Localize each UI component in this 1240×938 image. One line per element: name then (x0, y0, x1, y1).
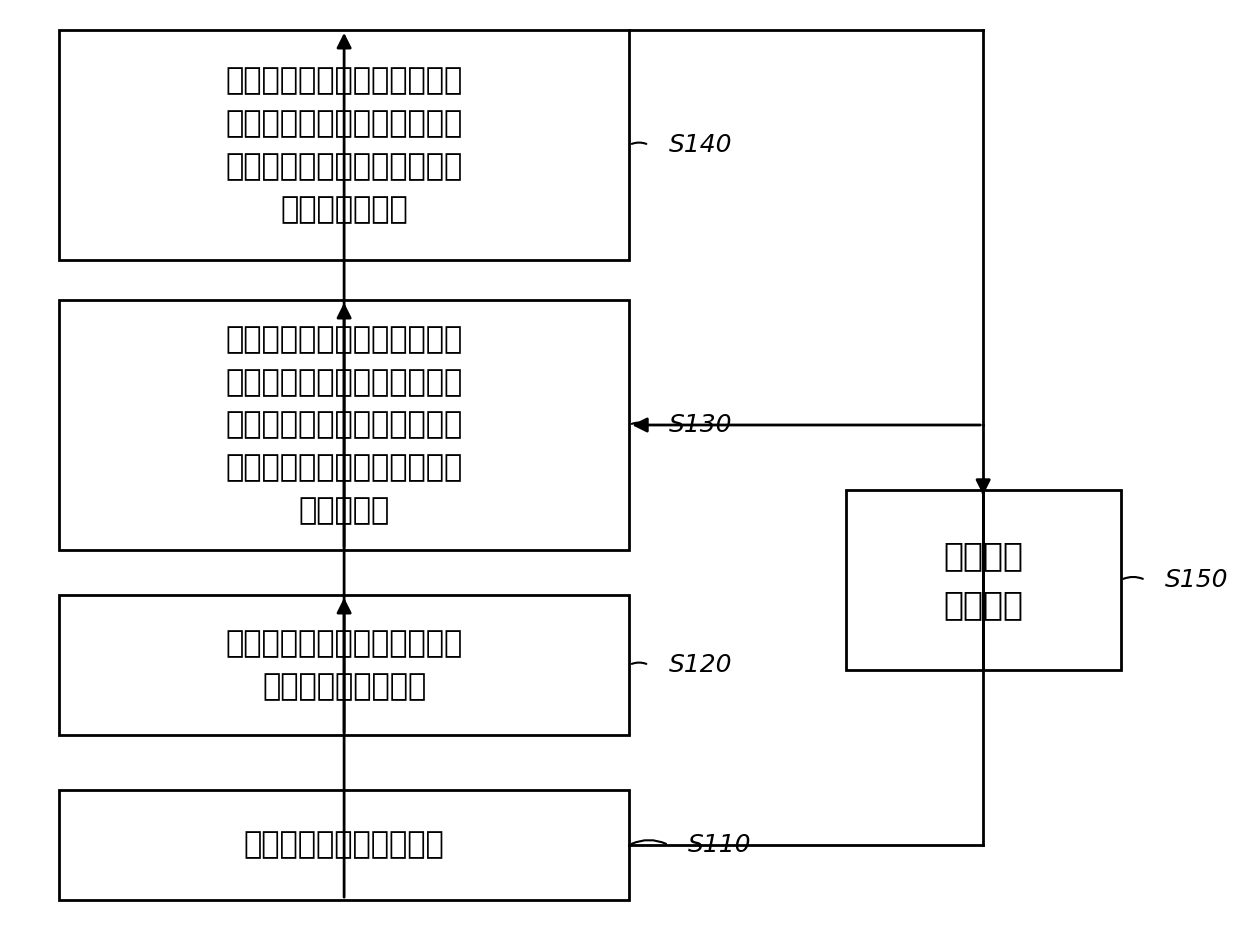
Bar (60, 30, 629, 260)
Text: S140: S140 (668, 133, 732, 157)
Text: 信息获取步骤：获取识别物信
息以及现实动作信息: 信息获取步骤：获取识别物信 息以及现实动作信息 (226, 629, 463, 701)
Text: S130: S130 (668, 413, 732, 437)
Text: S120: S120 (668, 653, 732, 677)
Text: S110: S110 (688, 833, 751, 857)
Text: 图像生成步骤：融合所述现实
图像、所述交互物和所述交互
物的所述交互动作，生成基于
增强现实的图像: 图像生成步骤：融合所述现实 图像、所述交互物和所述交互 物的所述交互动作，生成基… (226, 67, 463, 223)
Text: S150: S150 (1166, 568, 1229, 592)
Bar (846, 490, 1121, 670)
Text: 指令获取
匹配步骤: 指令获取 匹配步骤 (944, 539, 1023, 621)
Bar (60, 595, 629, 735)
Bar (60, 790, 629, 900)
Bar (60, 300, 629, 550)
Text: 拍摄步骤：拍摄现实图像: 拍摄步骤：拍摄现实图像 (244, 830, 444, 859)
Text: 匹配步骤：根据所述识别物信
息从交互信息库中匹配交互物
以及根据所述现实动作从所述
交互信息库中匹配所述交互物
的交互动作: 匹配步骤：根据所述识别物信 息从交互信息库中匹配交互物 以及根据所述现实动作从所… (226, 325, 463, 525)
